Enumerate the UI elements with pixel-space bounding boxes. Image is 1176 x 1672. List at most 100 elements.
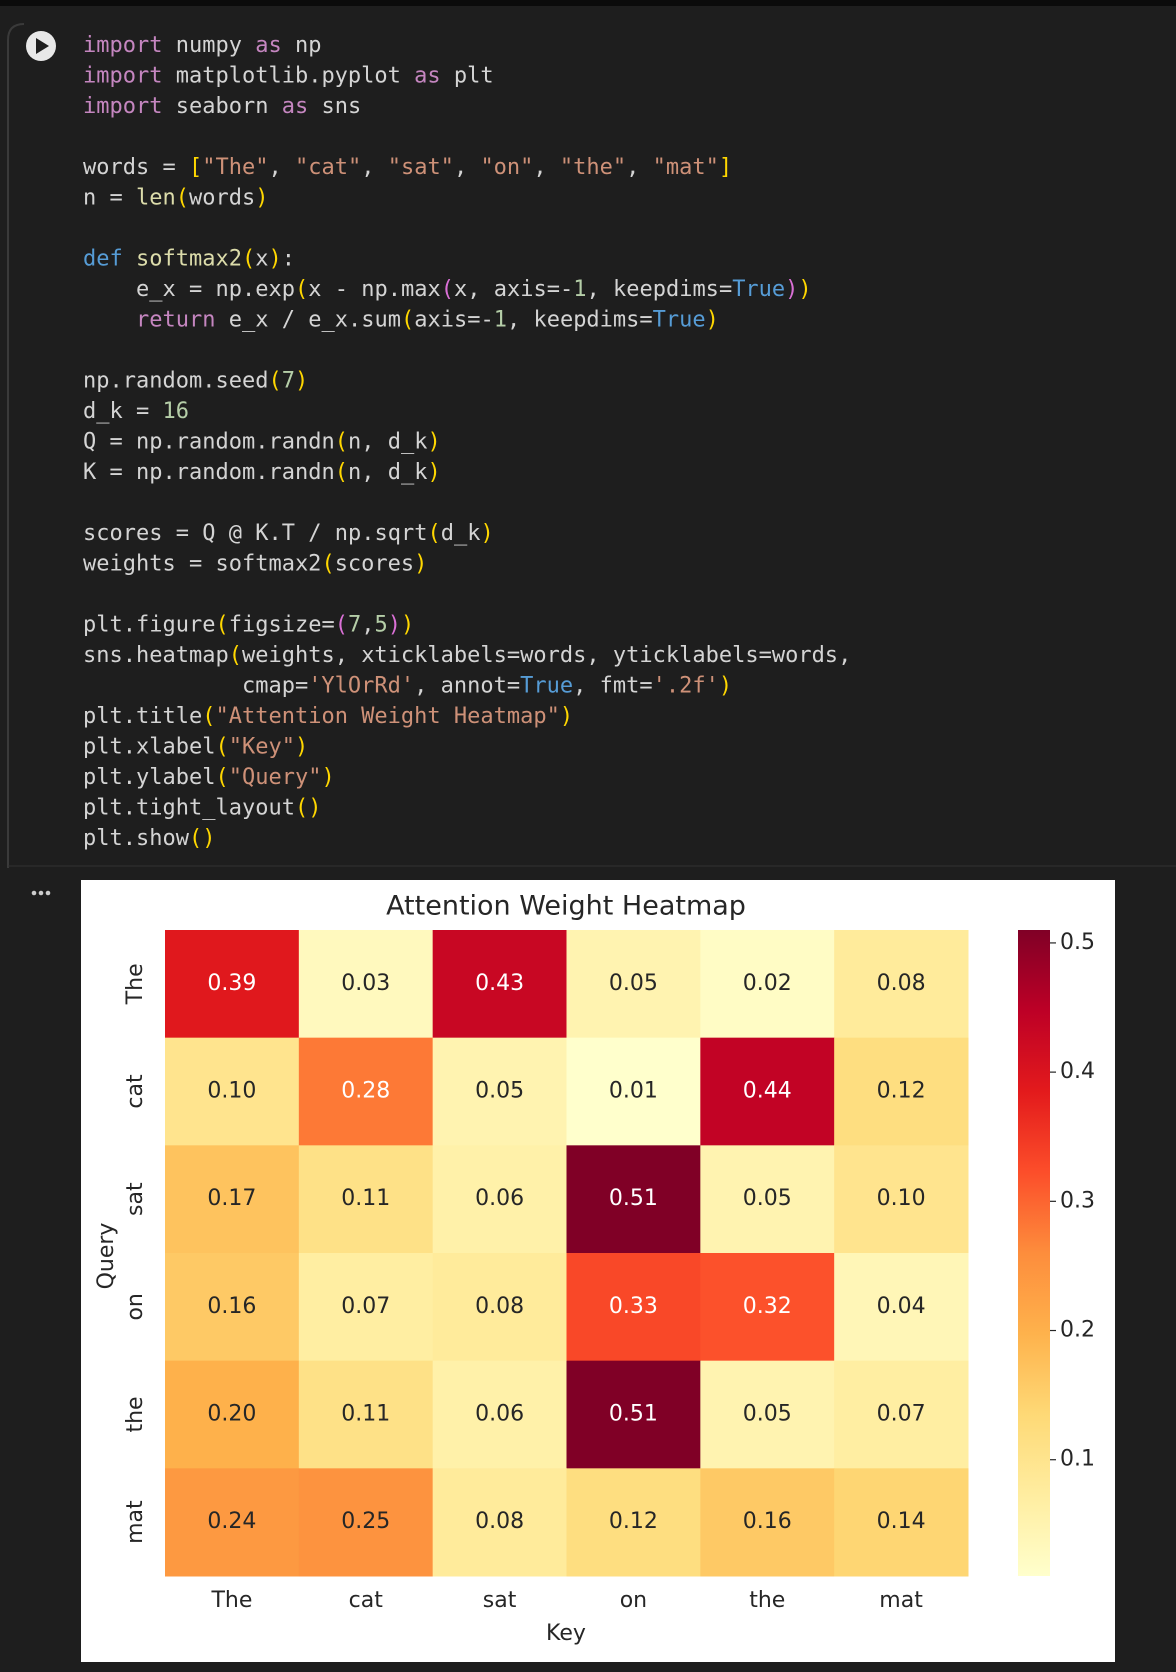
heatmap-cell (165, 1145, 300, 1254)
chart-title: Attention Weight Heatmap (386, 891, 746, 922)
heatmap-cell (566, 930, 701, 1039)
heatmap-cell (165, 1468, 300, 1577)
cell-annotation: 0.12 (877, 1079, 926, 1104)
heatmap-cell (432, 1360, 567, 1469)
code-line[interactable]: cmap='YlOrRd', annot=True, fmt='.2f') (83, 674, 732, 699)
heatmap-cell (298, 930, 434, 1039)
code-line[interactable]: n = len(words) (83, 186, 268, 211)
y-axis-label: Query (94, 1223, 119, 1290)
cell-annotation: 0.43 (475, 971, 524, 996)
cell-annotation: 0.16 (743, 1509, 792, 1534)
code-line[interactable]: sns.heatmap(weights, xticklabels=words, … (83, 643, 851, 668)
colorbar (1018, 930, 1050, 1576)
cell-annotation: 0.03 (341, 971, 390, 996)
cell-annotation: 0.02 (743, 971, 792, 996)
colorbar-tick-label: 0.1 (1060, 1447, 1095, 1472)
heatmap-cell (566, 1253, 701, 1362)
heatmap-cell (700, 1253, 835, 1362)
cell-annotation: 0.08 (877, 971, 926, 996)
run-icon[interactable] (36, 38, 49, 54)
cell-annotation: 0.10 (207, 1079, 256, 1104)
heatmap-cell (834, 1468, 969, 1577)
cell-annotation: 0.07 (877, 1402, 926, 1427)
top-strip (0, 0, 1176, 6)
x-tick-label: cat (349, 1588, 384, 1613)
heatmap-cell (834, 930, 969, 1039)
colorbar-tick-label: 0.2 (1060, 1318, 1095, 1343)
heatmap-cell (834, 1145, 969, 1254)
heatmap-cell (298, 1360, 434, 1469)
cell-annotation: 0.44 (743, 1079, 792, 1104)
cell-annotation: 0.39 (207, 971, 256, 996)
dot[interactable] (38, 890, 44, 896)
code-line[interactable]: def softmax2(x): (83, 247, 295, 272)
output-menu[interactable] (31, 890, 51, 896)
code-line[interactable]: words = ["The", "cat", "sat", "on", "the… (83, 155, 732, 180)
cell-annotation: 0.12 (609, 1509, 658, 1534)
code-line[interactable]: K = np.random.randn(n, d_k) (83, 460, 441, 485)
cell-annotation: 0.25 (341, 1509, 390, 1534)
cell-annotation: 0.11 (341, 1186, 390, 1211)
heatmap-cell (298, 1037, 434, 1146)
x-axis-label: Key (546, 1621, 586, 1646)
heatmap-cell (566, 1360, 701, 1469)
heatmap-cell (165, 930, 300, 1039)
y-tick-label: sat (123, 1182, 148, 1216)
cell-annotation: 0.05 (475, 1079, 524, 1104)
dot[interactable] (31, 890, 37, 896)
cell-annotation: 0.24 (207, 1509, 256, 1534)
cell-annotation: 0.01 (609, 1079, 658, 1104)
x-tick-label: mat (879, 1588, 923, 1613)
x-tick-label: the (749, 1588, 785, 1613)
heatmap-cell (432, 1037, 567, 1146)
cell-annotation: 0.32 (743, 1294, 792, 1319)
code-line[interactable]: np.random.seed(7) (83, 369, 308, 394)
heatmap-cell (165, 1253, 300, 1362)
code-line[interactable]: e_x = np.exp(x - np.max(x, axis=-1, keep… (83, 277, 812, 302)
code-line[interactable]: plt.show() (83, 826, 215, 851)
code-line[interactable]: plt.xlabel("Key") (83, 735, 308, 760)
cell-annotation: 0.14 (877, 1509, 926, 1534)
heatmap-cell (834, 1037, 969, 1146)
colorbar-tick-label: 0.3 (1060, 1188, 1095, 1213)
code-line[interactable]: Q = np.random.randn(n, d_k) (83, 430, 441, 455)
y-tick-label: the (123, 1396, 148, 1432)
heatmap-cell (298, 1468, 434, 1577)
cell-annotation: 0.11 (341, 1402, 390, 1427)
heatmap-cell (432, 1253, 567, 1362)
cell-annotation: 0.04 (877, 1294, 926, 1319)
heatmap-cell (700, 1468, 835, 1577)
code-line[interactable]: plt.tight_layout() (83, 796, 321, 821)
x-tick-label: sat (483, 1588, 517, 1613)
heatmap-cell (834, 1360, 969, 1469)
heatmap-cell (700, 1037, 835, 1146)
heatmap-cell (432, 1468, 567, 1577)
code-line[interactable]: plt.title("Attention Weight Heatmap") (83, 704, 573, 729)
code-line[interactable]: plt.figure(figsize=(7,5)) (83, 613, 414, 638)
heatmap-cell (432, 930, 567, 1039)
run-button[interactable] (26, 31, 56, 61)
code-editor[interactable]: import numpy as np import matplotlib.pypl… (83, 33, 851, 851)
code-line[interactable]: d_k = 16 (83, 399, 189, 424)
dot[interactable] (45, 890, 51, 896)
cell-annotation: 0.28 (341, 1079, 390, 1104)
code-line[interactable]: plt.ylabel("Query") (83, 765, 335, 790)
cell-annotation: 0.51 (609, 1402, 658, 1427)
cell-annotation: 0.07 (341, 1294, 390, 1319)
cell-annotation: 0.08 (475, 1509, 524, 1534)
cell-annotation: 0.10 (877, 1186, 926, 1211)
heatmap-cell (834, 1253, 969, 1362)
code-line[interactable]: scores = Q @ K.T / np.sqrt(d_k) (83, 521, 494, 546)
heatmap-cell (432, 1145, 567, 1254)
cell-annotation: 0.08 (475, 1294, 524, 1319)
heatmap-chart: Attention Weight Heatmap Key Query 0.39 0… (94, 891, 1095, 1647)
heatmap-cell (700, 1360, 835, 1469)
code-line[interactable]: import seaborn as sns (83, 94, 361, 119)
code-line[interactable]: weights = softmax2(scores) (83, 552, 427, 577)
y-tick-label: The (123, 963, 148, 1005)
code-line[interactable]: return e_x / e_x.sum(axis=-1, keepdims=T… (83, 308, 719, 333)
code-line[interactable]: import matplotlib.pyplot as plt (83, 64, 494, 89)
code-line[interactable]: import numpy as np (83, 33, 321, 58)
cell-annotation: 0.06 (475, 1186, 524, 1211)
